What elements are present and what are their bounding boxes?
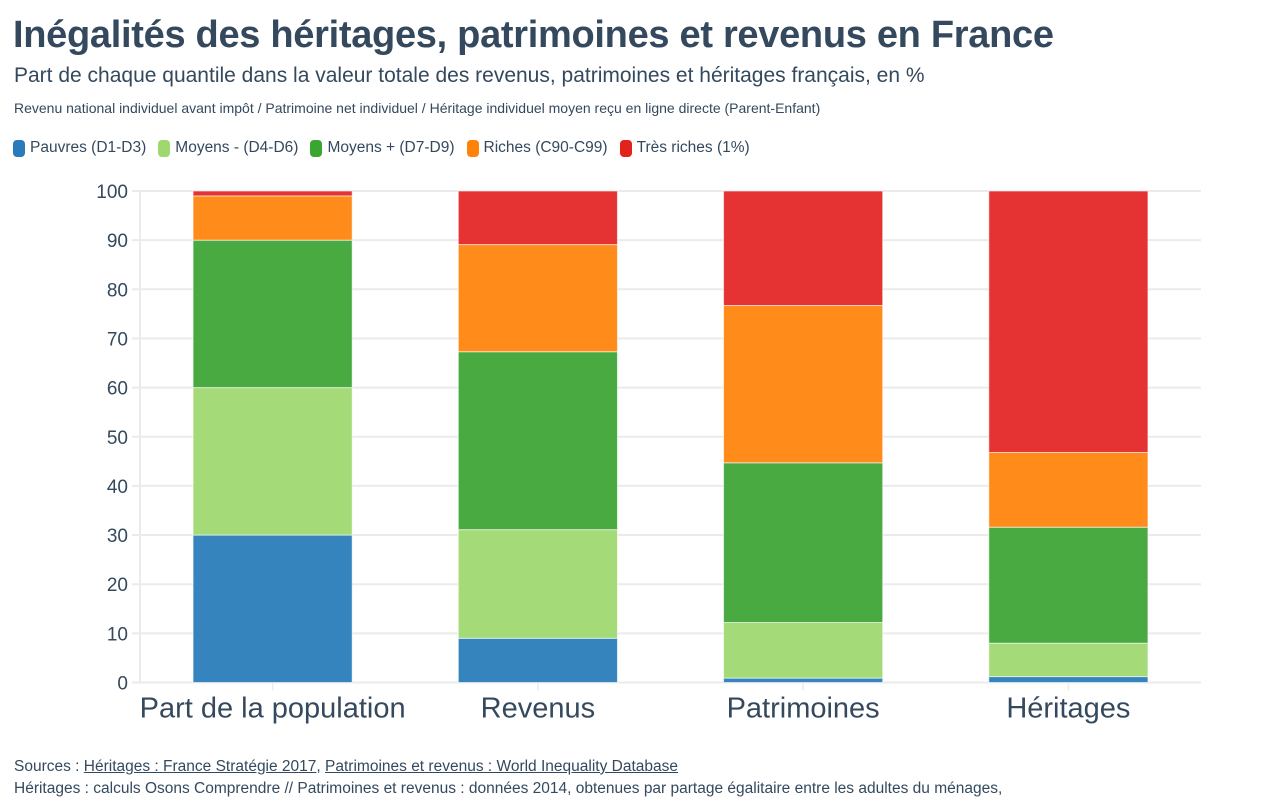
- y-tick-label: 80: [107, 280, 128, 301]
- footer: Sources : Héritages : France Stratégie 2…: [14, 756, 1002, 800]
- legend: Pauvres (D1-D3) Moyens - (D4-D6) Moyens …: [13, 139, 750, 157]
- y-tick-label: 10: [107, 624, 128, 645]
- bar-segment[interactable]: [723, 622, 884, 679]
- bar-segment[interactable]: [457, 637, 618, 684]
- y-tick-label: 60: [107, 379, 128, 400]
- y-tick-label: 0: [117, 674, 128, 695]
- legend-item-moyens-moins[interactable]: Moyens - (D4-D6): [158, 139, 298, 157]
- legend-item-tres-riches[interactable]: Très riches (1%): [619, 139, 750, 157]
- bars: [192, 190, 1149, 684]
- source-link-heritages[interactable]: Héritages : France Stratégie 2017: [83, 758, 317, 775]
- legend-item-riches[interactable]: Riches (C90-C99): [466, 139, 608, 157]
- bar-segment[interactable]: [457, 351, 618, 531]
- x-tick-label: Part de la population: [140, 693, 406, 725]
- bar-segment[interactable]: [457, 244, 618, 353]
- legend-swatch: [13, 139, 25, 157]
- x-tick-label: Revenus: [481, 693, 595, 725]
- bar-segment[interactable]: [192, 387, 353, 536]
- bar-segment[interactable]: [988, 642, 1149, 678]
- legend-swatch: [158, 139, 171, 157]
- sources-separator: ,: [316, 758, 326, 775]
- legend-label: Moyens + (D7-D9): [327, 139, 455, 156]
- sources-line: Sources : Héritages : France Stratégie 2…: [14, 756, 1002, 778]
- bar-stack: [457, 190, 618, 684]
- legend-label: Riches (C90-C99): [483, 139, 608, 156]
- chart-subtitle: Part de chaque quantile dans la valeur t…: [14, 64, 925, 87]
- bar-segment[interactable]: [192, 239, 353, 389]
- bar-segment[interactable]: [988, 451, 1149, 528]
- bar-segment[interactable]: [723, 677, 884, 684]
- bar-stack: [723, 190, 884, 684]
- chart-note: Revenu national individuel avant impôt /…: [14, 100, 821, 116]
- legend-item-pauvres[interactable]: Pauvres (D1-D3): [13, 139, 146, 157]
- bar-stack: [988, 190, 1149, 683]
- bar-segment[interactable]: [723, 190, 884, 307]
- bar-segment[interactable]: [723, 462, 884, 624]
- y-tick-label: 100: [96, 182, 128, 203]
- sources-prefix: Sources :: [14, 758, 84, 775]
- x-tick-label: Héritages: [1006, 693, 1130, 725]
- bar-segment[interactable]: [457, 190, 618, 246]
- legend-swatch: [310, 139, 323, 157]
- legend-label: Très riches (1%): [636, 139, 750, 156]
- bar-segment[interactable]: [988, 190, 1149, 453]
- source-link-wid[interactable]: Patrimoines et revenus : World Inequalit…: [325, 758, 678, 775]
- legend-item-moyens-plus[interactable]: Moyens + (D7-D9): [310, 139, 455, 157]
- legend-swatch: [466, 139, 479, 157]
- y-tick-label: 40: [107, 477, 128, 498]
- bar-segment[interactable]: [192, 190, 353, 197]
- y-tick-label: 70: [107, 329, 128, 350]
- stacked-bar-chart: 0 10 20 30 40 50 60 70 80 90 100 Part de la popula…: [96, 182, 1201, 725]
- y-tick-label: 90: [107, 231, 128, 252]
- legend-label: Moyens - (D4-D6): [175, 139, 299, 156]
- legend-swatch: [619, 139, 632, 157]
- chart-title: Inégalités des héritages, patrimoines et…: [13, 14, 1054, 56]
- bar-stack: [192, 190, 353, 683]
- y-tick-label: 20: [107, 575, 128, 596]
- y-axis: 0 10 20 30 40 50 60 70 80 90 100: [96, 182, 128, 695]
- bar-segment[interactable]: [192, 534, 353, 683]
- bar-segment[interactable]: [988, 676, 1149, 683]
- x-tick-label: Patrimoines: [727, 693, 880, 725]
- bar-segment[interactable]: [192, 195, 353, 241]
- bar-segment[interactable]: [988, 526, 1149, 644]
- bar-segment[interactable]: [723, 305, 884, 464]
- legend-label: Pauvres (D1-D3): [30, 139, 147, 156]
- y-tick-label: 50: [107, 428, 128, 449]
- y-tick-label: 30: [107, 526, 128, 547]
- methodology-note: Héritages : calculs Osons Comprendre // …: [14, 780, 1003, 797]
- x-axis: Part de la population Revenus Patrimoines H…: [140, 683, 1130, 725]
- bar-segment[interactable]: [457, 529, 618, 639]
